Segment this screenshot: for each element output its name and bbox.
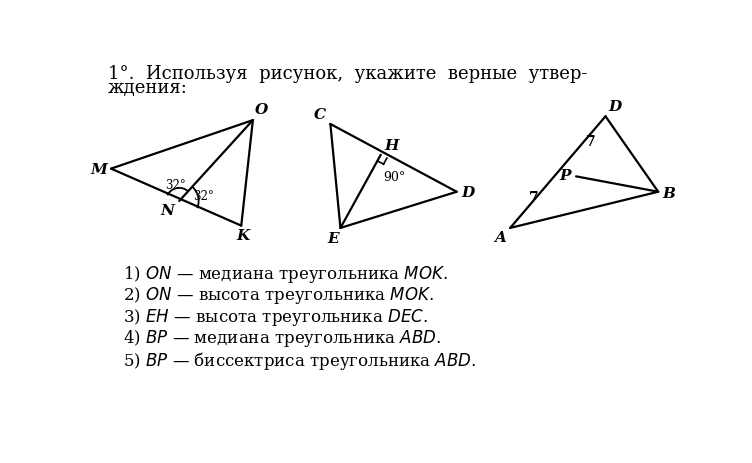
Text: 2) $ON$ — высота треугольника $MOK$.: 2) $ON$ — высота треугольника $MOK$. bbox=[123, 285, 435, 306]
Text: O: O bbox=[255, 103, 268, 117]
Text: A: A bbox=[494, 231, 506, 245]
Text: ждения:: ждения: bbox=[108, 79, 188, 97]
Text: N: N bbox=[161, 204, 174, 218]
Text: P: P bbox=[559, 169, 571, 182]
Text: H: H bbox=[384, 139, 399, 153]
Text: D: D bbox=[608, 100, 622, 114]
Text: M: M bbox=[90, 163, 108, 176]
Text: 5) $BP$ — биссектриса треугольника $ABD$.: 5) $BP$ — биссектриса треугольника $ABD$… bbox=[123, 349, 477, 371]
Text: 1°.  Используя  рисунок,  укажите  верные  утвер-: 1°. Используя рисунок, укажите верные ут… bbox=[108, 65, 587, 83]
Text: 32°: 32° bbox=[193, 189, 214, 202]
Text: 90°: 90° bbox=[384, 170, 406, 183]
Text: 1) $ON$ — медиана треугольника $MOK$.: 1) $ON$ — медиана треугольника $MOK$. bbox=[123, 263, 448, 284]
Text: E: E bbox=[327, 232, 339, 245]
Text: D: D bbox=[461, 185, 475, 199]
Text: K: K bbox=[236, 228, 250, 243]
Text: 3) $EH$ — высота треугольника $DEC$.: 3) $EH$ — высота треугольника $DEC$. bbox=[123, 306, 429, 327]
Text: B: B bbox=[663, 187, 676, 201]
Text: 32°: 32° bbox=[165, 178, 186, 191]
Text: C: C bbox=[314, 108, 326, 122]
Text: 7: 7 bbox=[587, 135, 596, 149]
Text: 7: 7 bbox=[529, 191, 539, 205]
Text: 4) $BP$ — медиана треугольника $ABD$.: 4) $BP$ — медиана треугольника $ABD$. bbox=[123, 327, 441, 349]
